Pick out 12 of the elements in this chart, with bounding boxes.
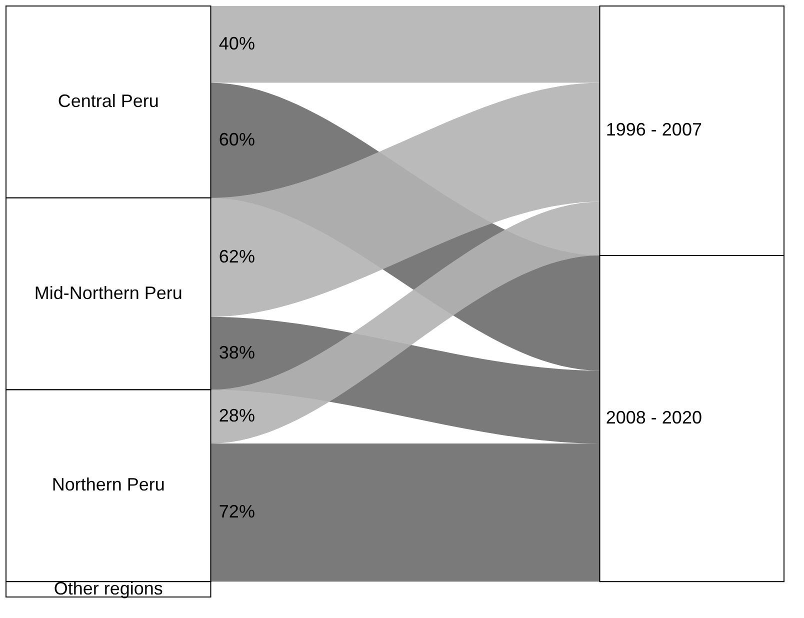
category-label: Other regions <box>54 578 163 598</box>
category-label: Mid-Northern Peru <box>34 282 182 303</box>
series-label: 2008 - 2020 <box>606 408 702 428</box>
data-label: 28% <box>218 406 255 426</box>
data-label: 38% <box>218 342 255 362</box>
category-label: Central Peru <box>58 90 159 111</box>
data-label: 40% <box>218 33 255 54</box>
data-label: 60% <box>218 129 255 150</box>
category-label: Northern Peru <box>52 474 165 495</box>
data-label: 72% <box>218 502 255 522</box>
data-label: 62% <box>218 246 255 266</box>
series-label: 1996 - 2007 <box>606 120 702 140</box>
